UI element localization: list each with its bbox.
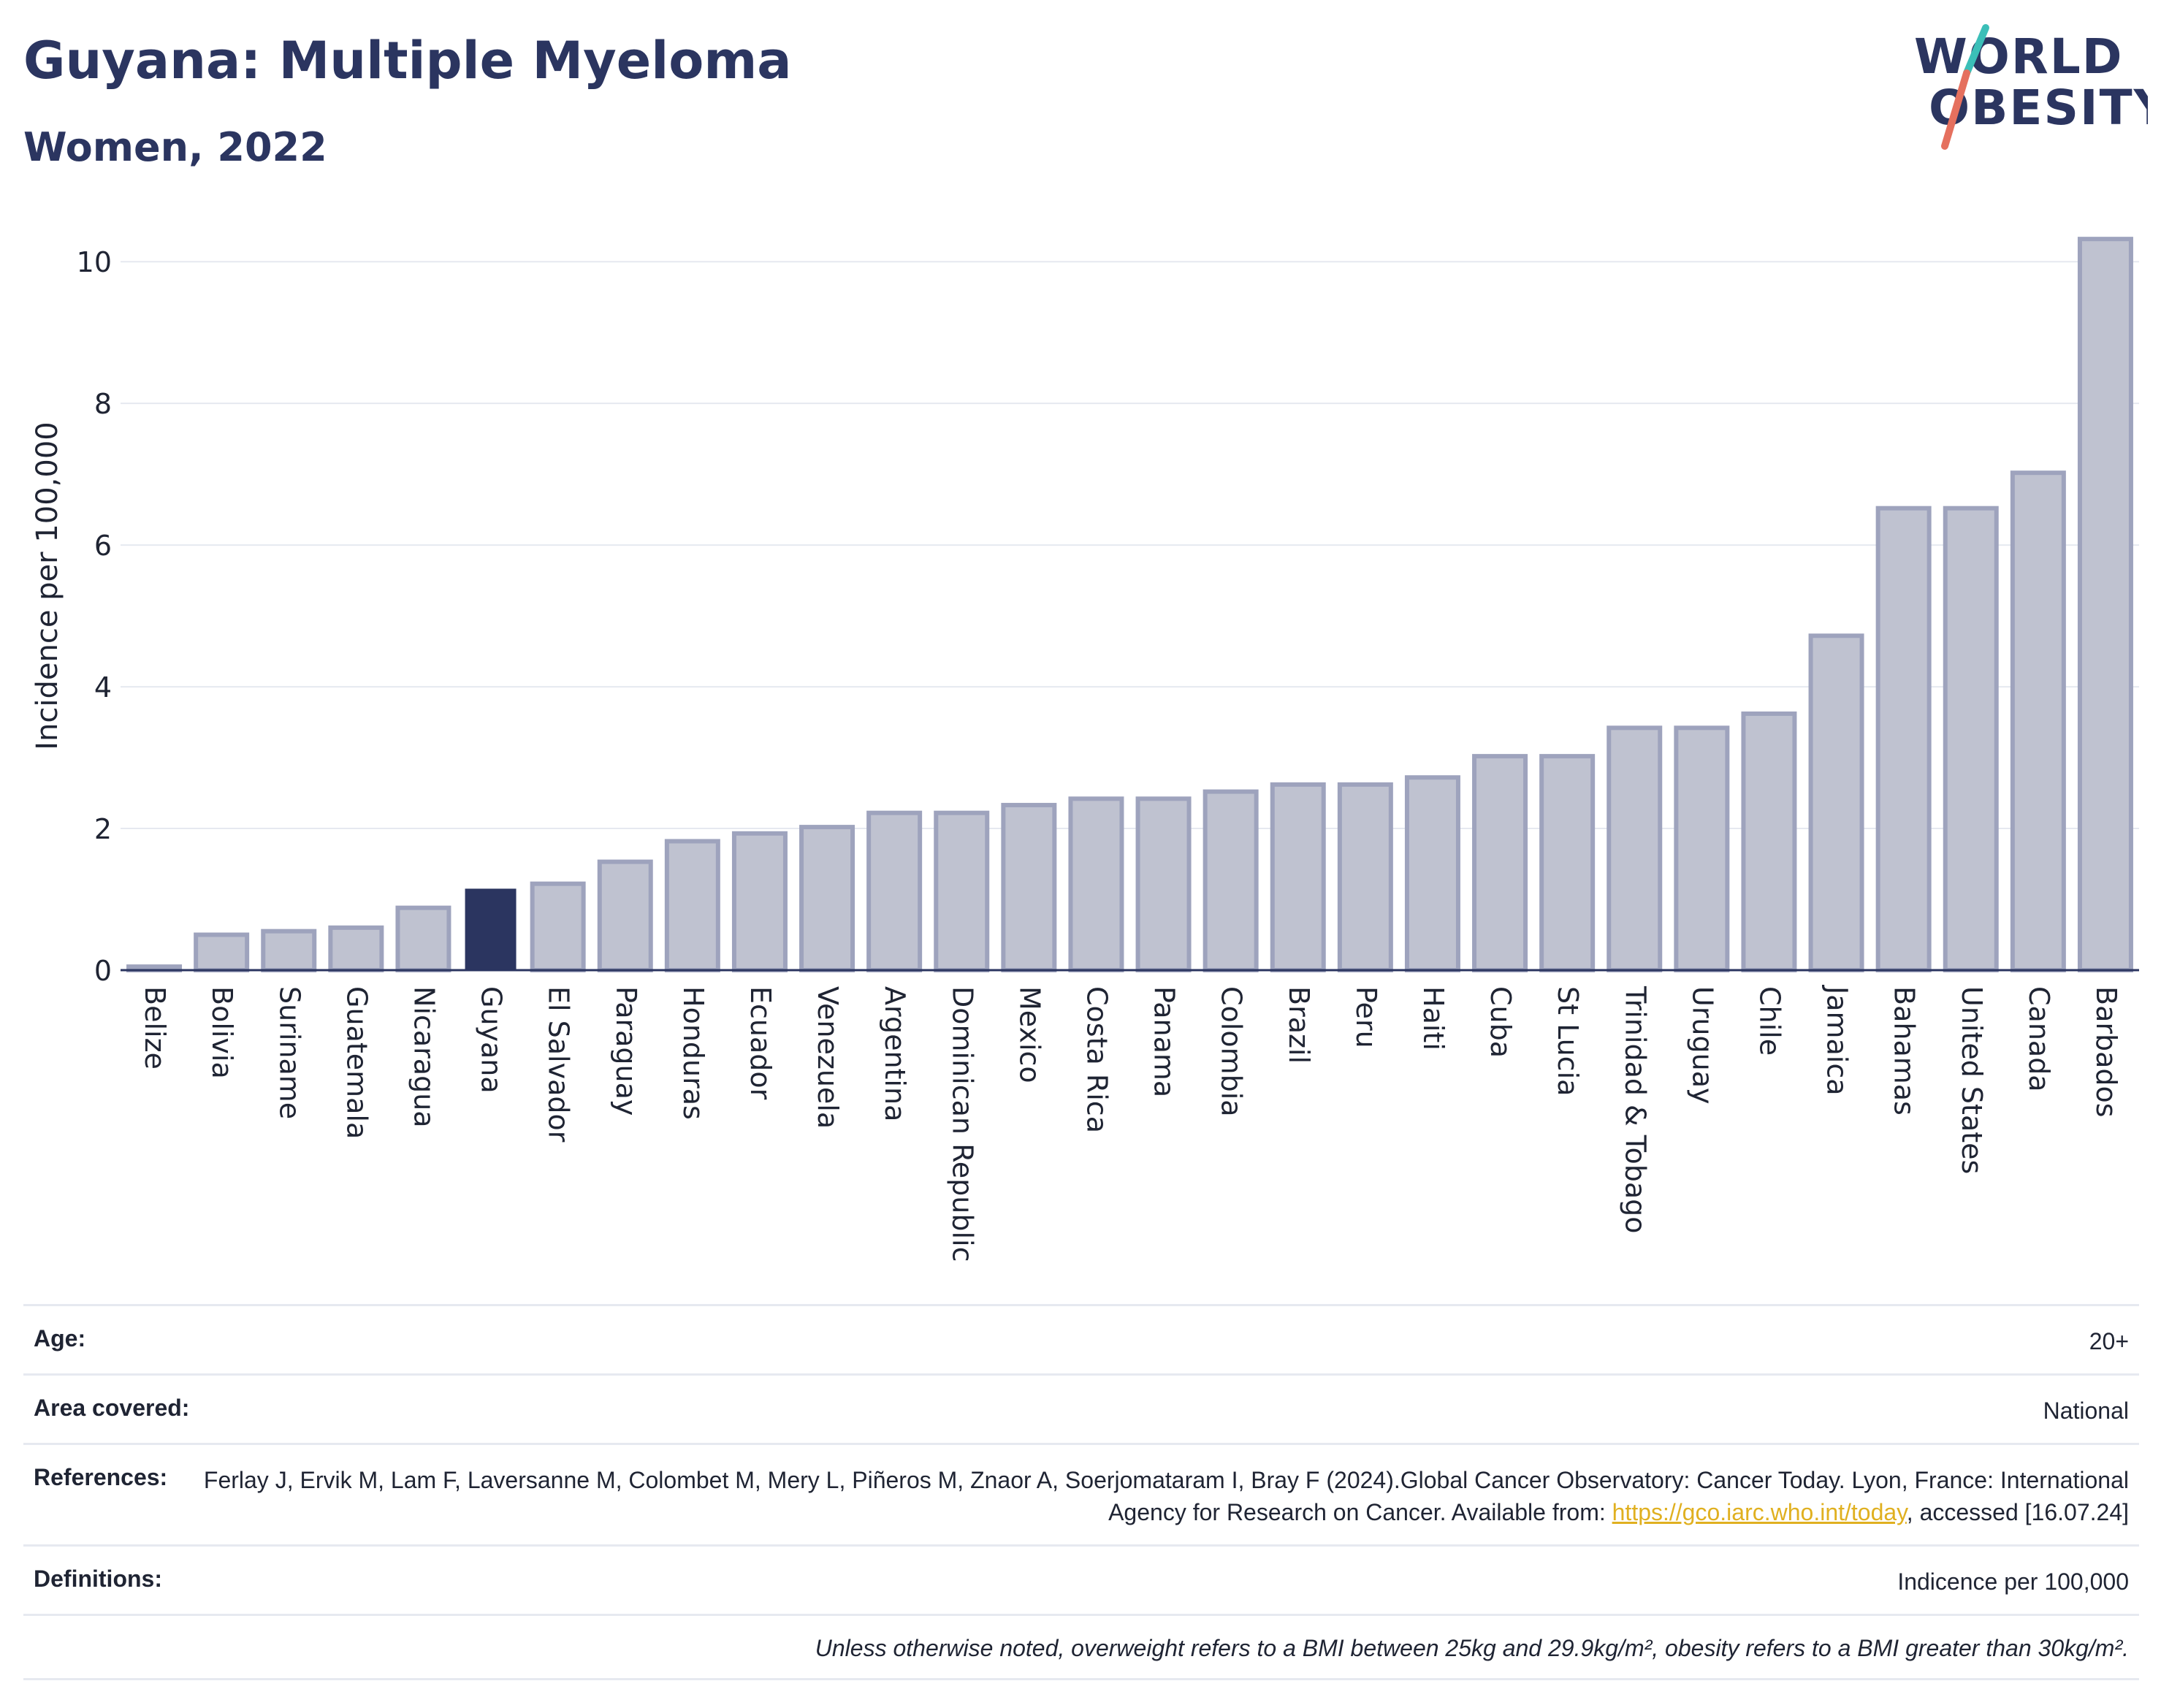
y-axis-label: Incidence per 100,000 xyxy=(31,422,64,750)
y-tick-label: 4 xyxy=(94,671,112,704)
bar-nicaragua xyxy=(395,905,451,973)
y-tick-label: 6 xyxy=(94,530,112,562)
references-suffix: , accessed [16.07.24] xyxy=(1906,1499,2129,1525)
bar-guatemala xyxy=(328,925,384,972)
bar-chile xyxy=(1741,711,1797,972)
references-label: References: xyxy=(34,1464,168,1490)
bar-suriname xyxy=(261,929,317,973)
bar-panama xyxy=(1135,796,1192,972)
bar-chart: 0 2 4 6 8 10 Belize Bolivia Suriname Guatemala Nic… xyxy=(31,237,2139,1262)
info-row-note: Unless otherwise noted, overweight refer… xyxy=(23,1614,2139,1680)
x-tick-label: Mexico xyxy=(1013,986,1045,1083)
svg-text:WORLD: WORLD xyxy=(1914,28,2124,85)
bar-bolivia xyxy=(194,932,250,972)
x-tick-label: Panama xyxy=(1148,986,1181,1097)
x-tick-label: Canada xyxy=(2023,986,2055,1092)
bar-brazil xyxy=(1270,782,1326,972)
bar-bahamas xyxy=(1875,506,1932,972)
references-value: Ferlay J, Ervik M, Lam F, Laversanne M, … xyxy=(197,1464,2129,1528)
x-tick-label: Brazil xyxy=(1283,986,1315,1064)
bar-cuba xyxy=(1472,754,1528,972)
info-table: Age: 20+ Area covered: National Referenc… xyxy=(23,1304,2139,1680)
x-tick-label: Honduras xyxy=(677,986,709,1120)
world-obesity-logo: WORLD OBESITY xyxy=(1914,24,2148,150)
y-tick-label: 8 xyxy=(94,388,112,420)
bar-st-lucia xyxy=(1539,754,1596,972)
x-tick-label: Argentina xyxy=(879,986,911,1121)
bar-united-states xyxy=(1943,506,1999,972)
bar-haiti xyxy=(1404,775,1460,972)
x-tick-label: Dominican Republic xyxy=(946,986,978,1262)
references-text: Ferlay J, Ervik M, Lam F, Laversanne M, … xyxy=(203,1467,2129,1525)
y-tick-label: 10 xyxy=(77,246,112,278)
x-tick-label: Cuba xyxy=(1485,986,1517,1058)
x-tick-label: Bolivia xyxy=(206,986,238,1079)
x-tick-label: Peru xyxy=(1350,986,1382,1048)
x-tick-label: Chile xyxy=(1753,986,1785,1056)
age-label: Age: xyxy=(34,1325,86,1351)
bar-costa-rica xyxy=(1068,796,1124,972)
area-label: Area covered: xyxy=(34,1395,190,1421)
x-tick-label: Paraguay xyxy=(610,986,642,1116)
y-tick-label: 2 xyxy=(94,813,112,845)
bar-venezuela xyxy=(799,825,855,973)
definitions-value: Indicence per 100,000 xyxy=(1897,1568,2129,1595)
info-row-definitions: Definitions: Indicence per 100,000 xyxy=(23,1544,2139,1614)
x-tick-label: Trinidad & Tobago xyxy=(1619,985,1651,1234)
x-tick-label: Suriname xyxy=(273,986,305,1119)
bar-jamaica xyxy=(1808,633,1864,973)
bar-honduras xyxy=(664,839,720,973)
bar-trinidad-tobago xyxy=(1607,725,1663,972)
info-row-area: Area covered: National xyxy=(23,1373,2139,1443)
x-tick-label: Colombia xyxy=(1216,986,1248,1117)
x-tick-label: Uruguay xyxy=(1686,986,1718,1105)
page-title: Guyana: Multiple Myeloma xyxy=(23,31,792,91)
page-subtitle: Women, 2022 xyxy=(23,124,327,170)
x-tick-label: Guyana xyxy=(476,986,508,1094)
bar-ecuador xyxy=(731,831,788,972)
x-tick-label: Bahamas xyxy=(1889,986,1921,1116)
bmi-note: Unless otherwise noted, overweight refer… xyxy=(815,1635,2129,1661)
bar-canada xyxy=(2010,470,2066,972)
bar-guyana xyxy=(465,888,517,970)
definitions-label: Definitions: xyxy=(34,1566,162,1592)
bar-el-salvador xyxy=(530,881,586,972)
x-tick-label: El Salvador xyxy=(543,986,575,1143)
x-tick-label: Haiti xyxy=(1417,986,1449,1051)
x-tick-label: St Lucia xyxy=(1552,986,1584,1096)
bar-paraguay xyxy=(597,859,653,973)
x-tick-label: Belize xyxy=(139,986,171,1070)
tick-labels: 0 2 4 6 8 10 Belize Bolivia Suriname Guatemala Nic… xyxy=(77,246,2122,1262)
y-tick-label: 0 xyxy=(94,955,112,987)
bar-peru xyxy=(1337,782,1393,972)
x-tick-label: Nicaragua xyxy=(408,986,440,1128)
age-value: 20+ xyxy=(2089,1328,2129,1354)
bar-uruguay xyxy=(1674,725,1730,972)
area-value: National xyxy=(2043,1398,2129,1424)
x-tick-label: Jamaica xyxy=(1821,985,1853,1096)
info-row-age: Age: 20+ xyxy=(23,1304,2139,1373)
bar-dominican-republic xyxy=(934,810,990,973)
info-row-references: References: Ferlay J, Ervik M, Lam F, La… xyxy=(23,1443,2139,1544)
x-tick-label: Ecuador xyxy=(744,986,777,1100)
bars xyxy=(126,237,2133,973)
bar-mexico xyxy=(1001,803,1057,972)
references-link[interactable]: https://gco.iarc.who.int/today xyxy=(1612,1499,1907,1525)
bar-barbados xyxy=(2077,237,2133,972)
bar-colombia xyxy=(1203,789,1259,972)
x-tick-label: Costa Rica xyxy=(1080,986,1113,1133)
grid-lines xyxy=(121,261,2139,830)
bar-argentina xyxy=(866,810,923,973)
x-tick-label: Venezuela xyxy=(812,986,844,1129)
x-tick-label: Guatemala xyxy=(340,986,373,1139)
x-tick-label: Barbados xyxy=(2090,986,2122,1118)
x-tick-label: United States xyxy=(1956,986,1988,1174)
